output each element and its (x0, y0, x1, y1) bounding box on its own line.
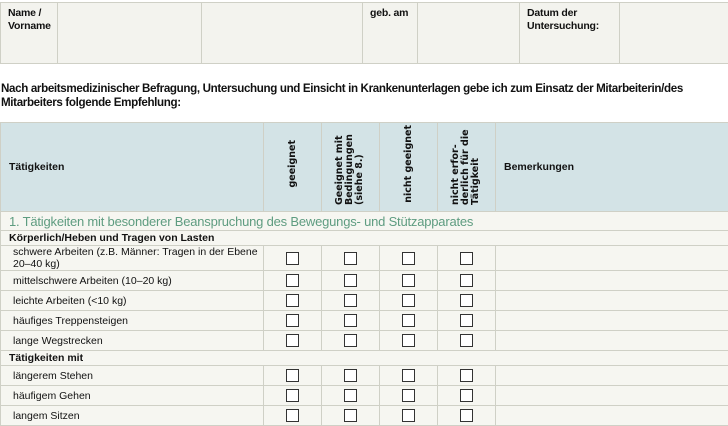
table-row: schwere Arbeiten (z.B. Männer: Tragen in… (1, 246, 728, 271)
checkbox[interactable] (402, 252, 415, 265)
intro-text: Nach arbeitsmedizinischer Befragung, Unt… (1, 82, 727, 110)
checkbox[interactable] (344, 294, 357, 307)
section-title: 1. Tätigkeiten mit besonderer Beanspruch… (1, 212, 728, 231)
table-row: lange Wegstrecken (1, 331, 728, 351)
checkbox[interactable] (460, 369, 473, 382)
checkbox[interactable] (286, 252, 299, 265)
checkbox[interactable] (402, 409, 415, 422)
activity-label: lange Wegstrecken (1, 331, 264, 351)
checkbox[interactable] (286, 389, 299, 402)
group-heading: Körperlich/Heben und Tragen von Lasten (1, 231, 728, 246)
table-row: leichte Arbeiten (<10 kg) (1, 291, 728, 311)
checkbox[interactable] (286, 334, 299, 347)
dob-label: geb. am (363, 3, 418, 64)
checkbox[interactable] (402, 369, 415, 382)
checkbox[interactable] (286, 369, 299, 382)
checkbox[interactable] (344, 369, 357, 382)
activity-label: leichte Arbeiten (<10 kg) (1, 291, 264, 311)
exam-date-label: Datum der Untersuchung: (520, 3, 620, 64)
checkbox[interactable] (402, 334, 415, 347)
checkbox[interactable] (344, 334, 357, 347)
activity-label: häufigem Gehen (1, 386, 264, 406)
remarks-field[interactable] (496, 246, 728, 271)
checkbox[interactable] (344, 252, 357, 265)
name-label: Name / Vorname (1, 3, 58, 64)
remarks-field[interactable] (496, 406, 728, 426)
checkbox[interactable] (344, 389, 357, 402)
name-field[interactable] (58, 3, 202, 64)
remarks-field[interactable] (496, 291, 728, 311)
checkbox[interactable] (344, 314, 357, 327)
remarks-field[interactable] (496, 386, 728, 406)
checkbox[interactable] (286, 294, 299, 307)
table-row: längerem Stehen (1, 366, 728, 386)
checkbox[interactable] (402, 274, 415, 287)
activity-label: längerem Stehen (1, 366, 264, 386)
activity-label: schwere Arbeiten (z.B. Männer: Tragen in… (1, 246, 264, 271)
remarks-field[interactable] (496, 311, 728, 331)
checkbox[interactable] (460, 314, 473, 327)
group-heading: Tätigkeiten mit (1, 351, 728, 366)
checkbox[interactable] (460, 334, 473, 347)
personal-info-table: Name / Vorname geb. am Datum der Untersu… (0, 2, 728, 64)
col-header-not-suitable: nicht geeignet (404, 125, 414, 203)
col-header-activities: Tätigkeiten (1, 123, 264, 212)
col-header-suitable-with-conditions: Geeignet mit Bedingungen (siehe 8.) (335, 123, 367, 205)
remarks-field[interactable] (496, 271, 728, 291)
table-row: langem Sitzen (1, 406, 728, 426)
checkbox[interactable] (460, 409, 473, 422)
col-header-remarks: Bemerkungen (496, 123, 728, 212)
checkbox[interactable] (344, 274, 357, 287)
checkbox[interactable] (402, 314, 415, 327)
table-row: mittelschwere Arbeiten (10–20 kg) (1, 271, 728, 291)
checkbox[interactable] (460, 294, 473, 307)
activity-label: mittelschwere Arbeiten (10–20 kg) (1, 271, 264, 291)
remarks-field[interactable] (496, 331, 728, 351)
col-header-suitable: geeignet (288, 140, 298, 188)
dob-field[interactable] (418, 3, 520, 64)
checkbox[interactable] (402, 294, 415, 307)
checkbox[interactable] (286, 314, 299, 327)
checkbox[interactable] (460, 389, 473, 402)
checkbox[interactable] (460, 274, 473, 287)
activity-table: Tätigkeiten geeignet Geeignet mit Beding… (0, 122, 728, 426)
first-name-field[interactable] (202, 3, 363, 64)
remarks-field[interactable] (496, 366, 728, 386)
activity-label: langem Sitzen (1, 406, 264, 426)
activity-label: häufiges Treppensteigen (1, 311, 264, 331)
checkbox[interactable] (286, 274, 299, 287)
checkbox[interactable] (344, 409, 357, 422)
exam-date-field[interactable] (620, 3, 728, 64)
checkbox[interactable] (460, 252, 473, 265)
checkbox[interactable] (402, 389, 415, 402)
table-row: häufiges Treppensteigen (1, 311, 728, 331)
col-header-not-required: nicht erfor-derlich für die Tätigkeit (451, 123, 483, 205)
checkbox[interactable] (286, 409, 299, 422)
table-row: häufigem Gehen (1, 386, 728, 406)
